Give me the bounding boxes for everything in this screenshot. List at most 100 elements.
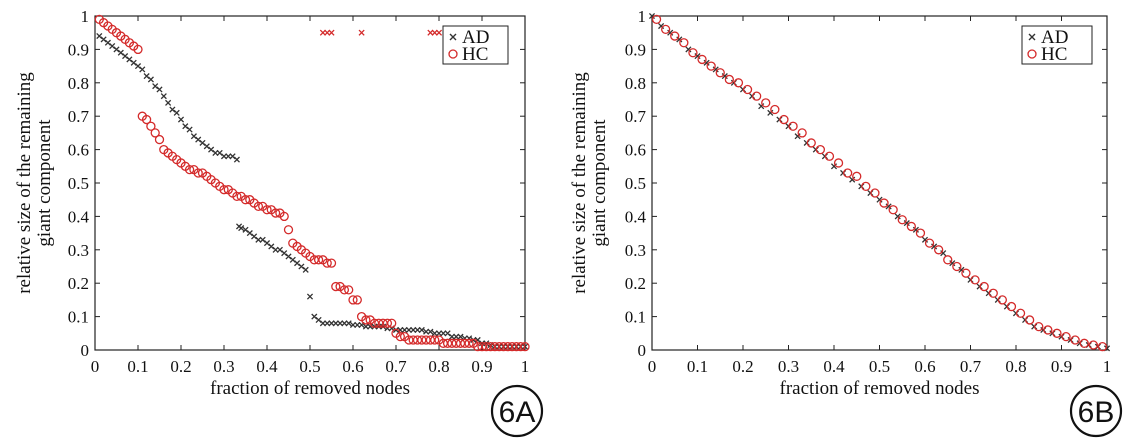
point-HC (1043, 325, 1053, 335)
x-tick-label: 0.5 (869, 357, 890, 376)
y-tick-label: 0.8 (68, 74, 89, 93)
point-HC (761, 98, 771, 108)
point-AD (160, 93, 167, 100)
point-AD (931, 243, 938, 250)
point-HC (240, 195, 251, 205)
point-HC (742, 84, 753, 95)
y-tick-label: 0.7 (625, 107, 647, 126)
point-HC (824, 151, 835, 161)
y-tick-label: 0.1 (68, 308, 89, 327)
x-tick-label: 0.8 (1005, 357, 1026, 376)
x-tick-label: 0.3 (213, 357, 234, 376)
x-tick-label: 1 (1103, 357, 1112, 376)
x-tick-label: 0.3 (778, 357, 799, 376)
point-AD (203, 143, 210, 150)
x-tick-label: 0.2 (732, 357, 753, 376)
point-HC (344, 285, 354, 295)
point-AD (658, 22, 665, 30)
panel-badge: 6B (1069, 384, 1123, 438)
series-HC (94, 14, 530, 352)
point-AD (903, 220, 910, 227)
point-AD (182, 123, 189, 130)
point-HC (262, 205, 272, 215)
chart-panel-6A: 0 0.1 0.2 0.3 0.4 0.5 0.6 0.7 0.8 0.9 1 0 0.1 0.2 0.3 0… (14, 7, 544, 438)
point-AD (712, 66, 719, 73)
point-AD (794, 133, 801, 140)
y-tick-label: 0.5 (625, 174, 646, 193)
point-HC (779, 114, 789, 125)
point-HC (870, 188, 880, 198)
point-HC (852, 171, 862, 181)
x-axis-label: fraction of removed nodes (210, 378, 410, 399)
point-HC (1015, 308, 1026, 318)
y-tick-label: 0.1 (625, 308, 646, 327)
point-HC (715, 68, 725, 78)
point-HC (283, 225, 294, 235)
x-tick-label: 0.4 (256, 357, 278, 376)
x-tick-label: 0.2 (170, 357, 191, 376)
point-AD (721, 73, 728, 80)
point-HC (752, 91, 762, 101)
y-axis-label-line1: relative size of the remaining (14, 72, 35, 294)
panel-badge: 6A (490, 384, 544, 438)
point-AD (126, 56, 133, 63)
x-tick-label: 0.1 (687, 357, 708, 376)
point-AD (345, 320, 352, 327)
point-HC (697, 54, 707, 65)
point-AD (216, 149, 223, 156)
panel-badge-label: 6B (1078, 396, 1115, 429)
point-AD (315, 316, 322, 323)
point-AD (483, 340, 490, 347)
point-HC (232, 191, 242, 202)
x-tick-label: 0.5 (299, 357, 320, 376)
point-AD (208, 146, 215, 153)
point-HC (348, 295, 358, 305)
point-HC (843, 168, 853, 178)
point-HC (326, 258, 337, 268)
point-AD (143, 73, 150, 80)
point-AD (435, 29, 443, 36)
point-AD (152, 83, 159, 90)
point-AD (96, 32, 103, 40)
y-tick-label: 0.3 (625, 241, 646, 260)
point-HC (988, 288, 998, 298)
point-AD (246, 230, 253, 237)
point-HC (1070, 335, 1080, 345)
point-AD (703, 59, 710, 66)
point-AD (134, 63, 142, 70)
y-tick-label: 0.3 (68, 241, 89, 260)
y-tick-label: 0.5 (68, 174, 89, 193)
point-HC (1006, 301, 1017, 312)
point-HC (331, 281, 341, 292)
point-HC (770, 104, 780, 115)
y-tick-label: 0.8 (625, 74, 646, 93)
y-tick-label: 0.6 (625, 141, 646, 160)
point-HC (788, 121, 798, 131)
point-AD (306, 293, 314, 300)
y-tick-label: 0.9 (68, 40, 89, 59)
point-AD (444, 330, 451, 337)
point-AD (199, 139, 206, 146)
point-HC (724, 74, 734, 85)
point-HC (322, 258, 332, 268)
chart-panel-6B: 0 0.1 0.2 0.3 0.4 0.5 0.6 0.7 0.8 0.9 1 0 0.1 0.2 0.3 0… (569, 7, 1123, 438)
point-AD (457, 333, 464, 340)
point-HC (952, 261, 962, 272)
point-AD (173, 109, 180, 116)
point-HC (387, 318, 397, 328)
point-AD (165, 99, 172, 106)
y-axis-label-line1: relative size of the remaining (569, 72, 590, 294)
point-AD (298, 263, 305, 270)
x-tick-label: 0.7 (960, 357, 982, 376)
point-AD (238, 225, 245, 232)
point-HC (661, 24, 671, 35)
point-AD (190, 133, 197, 140)
y-tick-label: 0.9 (625, 40, 646, 59)
point-AD (830, 163, 838, 170)
point-AD (281, 250, 288, 257)
point-HC (670, 31, 680, 41)
point-AD (667, 29, 674, 36)
point-HC (270, 208, 281, 218)
